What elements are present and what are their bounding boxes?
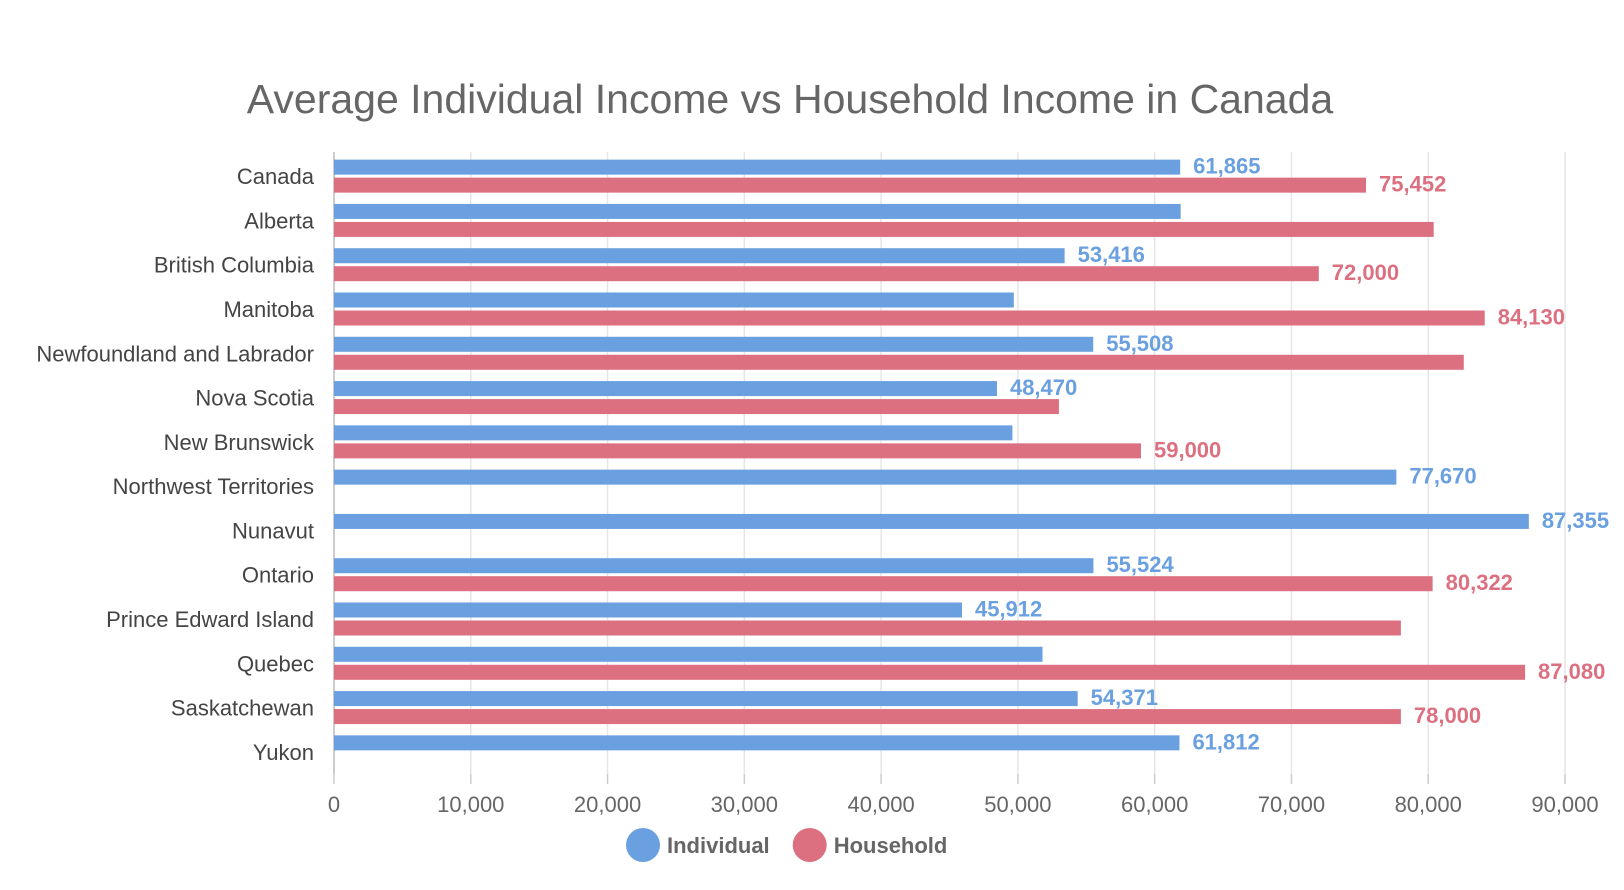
category-label: Quebec (237, 651, 314, 676)
data-labels: 61,865 75,452 53,416 72,000 84,130 55,508 48,4… (975, 154, 1609, 755)
bar-individual (334, 425, 1013, 441)
legend-marker-individual[interactable] (626, 828, 660, 862)
bar-household (334, 310, 1485, 326)
category-label: Newfoundland and Labrador (36, 341, 314, 366)
bar-individual (334, 203, 1181, 219)
data-label-individual: 77,670 (1409, 464, 1476, 489)
category-label: Nunavut (232, 518, 314, 543)
bar-household (334, 620, 1401, 636)
x-tick-label: 50,000 (984, 792, 1051, 817)
x-tick-label: 30,000 (711, 792, 778, 817)
legend[interactable]: Individual Household (626, 828, 947, 862)
bar-individual (334, 336, 1094, 352)
bar-household (334, 443, 1141, 459)
bars (334, 159, 1529, 751)
data-label-individual: 61,865 (1193, 154, 1260, 179)
data-label-individual: 87,355 (1542, 508, 1609, 533)
category-label: Northwest Territories (113, 474, 314, 499)
bar-individual (334, 381, 997, 397)
bar-individual (334, 159, 1181, 175)
bar-individual (334, 558, 1094, 574)
data-label-household: 84,130 (1498, 305, 1565, 330)
x-tick-label: 80,000 (1395, 792, 1462, 817)
x-tick-label: 70,000 (1258, 792, 1325, 817)
data-label-individual: 61,812 (1192, 729, 1259, 754)
data-label-household: 87,080 (1538, 659, 1605, 684)
bar-household (334, 354, 1464, 370)
legend-label-household[interactable]: Household (834, 833, 948, 858)
category-label: Saskatchewan (171, 696, 314, 721)
bar-individual (334, 469, 1397, 485)
category-label: Yukon (253, 740, 314, 765)
data-label-household: 75,452 (1379, 172, 1446, 197)
legend-marker-household[interactable] (792, 828, 827, 862)
bar-individual (334, 602, 962, 618)
data-label-household: 80,322 (1446, 570, 1513, 595)
category-label: British Columbia (154, 253, 315, 278)
data-label-individual: 55,524 (1106, 552, 1174, 577)
x-tick-label: 90,000 (1531, 792, 1598, 817)
bar-individual (334, 292, 1014, 308)
data-label-individual: 55,508 (1106, 331, 1173, 356)
data-label-individual: 45,912 (975, 597, 1042, 622)
bar-household (334, 221, 1434, 237)
data-label-household: 59,000 (1154, 437, 1221, 462)
x-tick-label: 40,000 (847, 792, 914, 817)
grid (333, 152, 1566, 784)
category-label: Ontario (242, 563, 314, 588)
bar-individual (334, 248, 1065, 264)
bar-household (334, 177, 1367, 193)
x-tick-label: 60,000 (1121, 792, 1188, 817)
x-tick-label: 20,000 (574, 792, 641, 817)
category-label: Manitoba (223, 297, 314, 322)
category-label: Canada (237, 164, 315, 189)
x-tick-label: 10,000 (437, 792, 504, 817)
bar-individual (334, 735, 1180, 751)
category-label: Prince Edward Island (106, 607, 314, 632)
category-labels: Canada Alberta British Columbia Manitoba New… (36, 164, 315, 765)
bar-individual (334, 646, 1043, 662)
bar-individual (334, 513, 1529, 529)
bar-household (334, 399, 1059, 415)
bar-individual (334, 691, 1078, 707)
data-label-individual: 48,470 (1010, 375, 1077, 400)
x-tick-label: 0 (328, 792, 340, 817)
category-label: Alberta (244, 208, 314, 233)
chart-title: Average Individual Income vs Household I… (247, 76, 1334, 122)
data-label-individual: 53,416 (1078, 242, 1145, 267)
legend-label-individual[interactable]: Individual (667, 833, 770, 858)
category-label: Nova Scotia (195, 386, 314, 411)
bar-household (334, 266, 1319, 282)
category-label: New Brunswick (164, 430, 315, 455)
data-label-household: 72,000 (1332, 260, 1399, 285)
bar-household (334, 664, 1526, 680)
bar-household (334, 709, 1401, 725)
x-axis-ticks: 0 10,000 20,000 30,000 40,000 50,000 60,000 70,… (328, 792, 1599, 817)
data-label-individual: 54,371 (1091, 685, 1158, 710)
data-label-household: 78,000 (1414, 703, 1481, 728)
bar-household (334, 576, 1433, 592)
